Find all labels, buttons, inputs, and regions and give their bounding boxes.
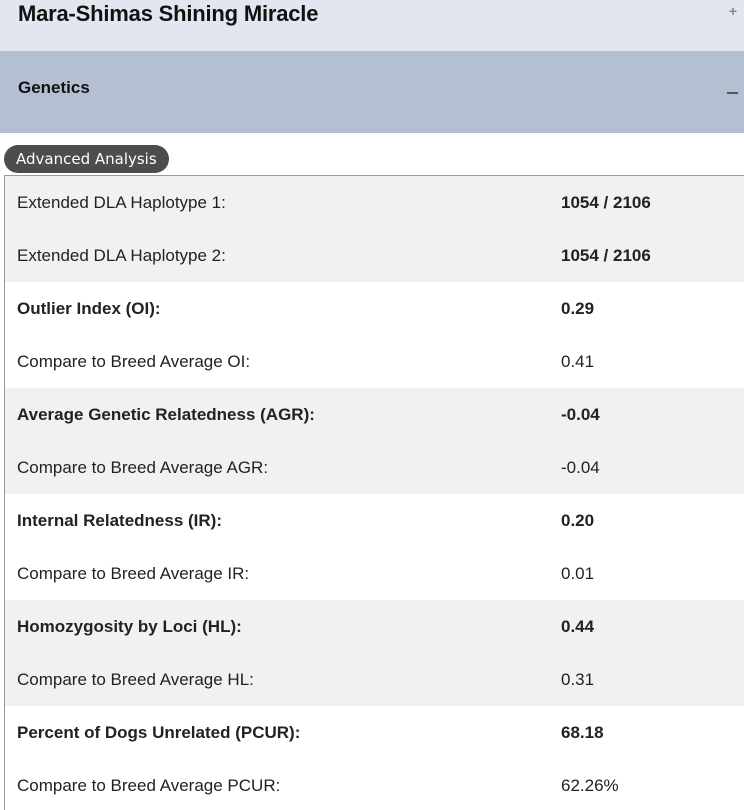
advanced-analysis-panel: Extended DLA Haplotype 1: 1054 / 2106 Ex… (4, 175, 744, 810)
genetics-section-title: Genetics (18, 78, 90, 97)
row-label: Average Genetic Relatedness (AGR): (17, 404, 315, 424)
table-row: Compare to Breed Average AGR: -0.04 (5, 441, 744, 494)
row-label: Compare to Breed Average HL: (17, 669, 254, 689)
table-row: Compare to Breed Average HL: 0.31 (5, 653, 744, 706)
table-row: Compare to Breed Average OI: 0.41 (5, 335, 744, 388)
row-label: Compare to Breed Average IR: (17, 563, 250, 583)
table-row: Homozygosity by Loci (HL): 0.44 (5, 600, 744, 653)
row-value: 0.44 (561, 616, 595, 636)
dog-name-accordion-header[interactable]: Mara-Shimas Shining Miracle + (0, 0, 744, 51)
row-label: Compare to Breed Average PCUR: (17, 775, 281, 795)
collapse-minus-icon[interactable] (727, 92, 738, 94)
row-value: 0.29 (561, 298, 595, 318)
table-row: Extended DLA Haplotype 1: 1054 / 2106 (5, 176, 744, 229)
row-label: Extended DLA Haplotype 1: (17, 192, 226, 212)
row-label: Percent of Dogs Unrelated (PCUR): (17, 722, 301, 742)
row-value: -0.04 (561, 404, 600, 424)
row-value: 0.41 (561, 351, 595, 371)
table-row: Average Genetic Relatedness (AGR): -0.04 (5, 388, 744, 441)
row-value: 1054 / 2106 (561, 192, 651, 212)
table-row: Internal Relatedness (IR): 0.20 (5, 494, 744, 547)
table-row: Compare to Breed Average PCUR: 62.26% (5, 759, 744, 810)
row-label: Compare to Breed Average AGR: (17, 457, 269, 477)
dog-name-title: Mara-Shimas Shining Miracle (18, 1, 319, 26)
row-value: -0.04 (561, 457, 600, 477)
row-value: 0.01 (561, 563, 595, 583)
genetics-accordion-header[interactable]: Genetics (0, 51, 744, 133)
row-value: 0.20 (561, 510, 595, 530)
row-label: Homozygosity by Loci (HL): (17, 616, 242, 636)
row-value: 1054 / 2106 (561, 245, 651, 265)
table-row: Compare to Breed Average IR: 0.01 (5, 547, 744, 600)
row-value: 68.18 (561, 722, 604, 742)
row-label: Internal Relatedness (IR): (17, 510, 222, 530)
table-row: Outlier Index (OI): 0.29 (5, 282, 744, 335)
row-value: 0.31 (561, 669, 595, 689)
row-label: Compare to Breed Average OI: (17, 351, 251, 371)
row-label: Outlier Index (OI): (17, 298, 161, 318)
table-row: Percent of Dogs Unrelated (PCUR): 68.18 (5, 706, 744, 759)
row-label: Extended DLA Haplotype 2: (17, 245, 226, 265)
row-value: 62.26% (561, 775, 619, 795)
table-row: Extended DLA Haplotype 2: 1054 / 2106 (5, 229, 744, 282)
advanced-analysis-badge: Advanced Analysis (4, 145, 169, 173)
expand-plus-icon[interactable]: + (728, 3, 738, 19)
